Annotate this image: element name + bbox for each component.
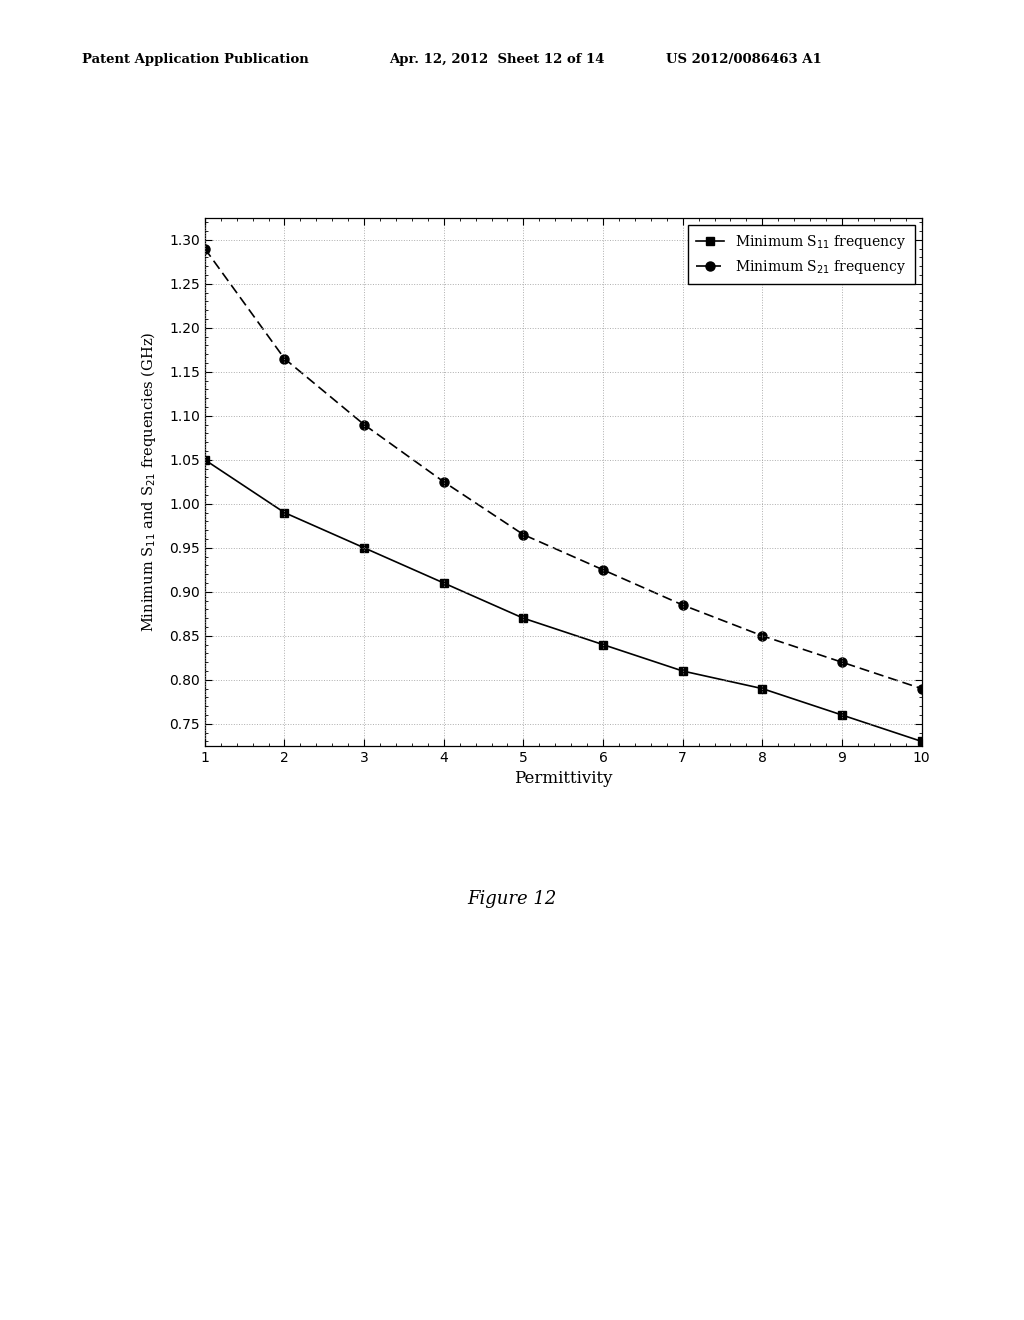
X-axis label: Permittivity: Permittivity <box>514 770 612 787</box>
Text: Patent Application Publication: Patent Application Publication <box>82 53 308 66</box>
Minimum S$_{11}$ frequency <box>517 610 529 626</box>
Minimum S$_{21}$ frequency <box>915 681 928 697</box>
Minimum S$_{21}$ frequency <box>677 597 689 612</box>
Minimum S$_{11}$ frequency <box>756 681 768 697</box>
Line: Minimum S$_{11}$ frequency: Minimum S$_{11}$ frequency <box>201 455 926 746</box>
Minimum S$_{21}$ frequency <box>279 351 291 367</box>
Minimum S$_{11}$ frequency <box>199 451 211 467</box>
Minimum S$_{11}$ frequency <box>279 504 291 520</box>
Minimum S$_{21}$ frequency <box>437 474 450 490</box>
Text: US 2012/0086463 A1: US 2012/0086463 A1 <box>666 53 821 66</box>
Text: Apr. 12, 2012  Sheet 12 of 14: Apr. 12, 2012 Sheet 12 of 14 <box>389 53 604 66</box>
Minimum S$_{11}$ frequency <box>358 540 371 556</box>
Y-axis label: Minimum S$_{11}$ and S$_{21}$ frequencies (GHz): Minimum S$_{11}$ and S$_{21}$ frequencie… <box>139 331 158 632</box>
Text: Figure 12: Figure 12 <box>467 890 557 908</box>
Minimum S$_{11}$ frequency <box>597 636 609 652</box>
Line: Minimum S$_{21}$ frequency: Minimum S$_{21}$ frequency <box>201 244 926 693</box>
Minimum S$_{11}$ frequency <box>915 734 928 750</box>
Minimum S$_{21}$ frequency <box>199 240 211 256</box>
Minimum S$_{11}$ frequency <box>677 663 689 678</box>
Minimum S$_{21}$ frequency <box>836 655 848 671</box>
Legend: Minimum S$_{11}$ frequency, Minimum S$_{21}$ frequency: Minimum S$_{11}$ frequency, Minimum S$_{… <box>688 224 914 284</box>
Minimum S$_{21}$ frequency <box>517 527 529 543</box>
Minimum S$_{11}$ frequency <box>836 708 848 723</box>
Minimum S$_{21}$ frequency <box>358 417 371 433</box>
Minimum S$_{21}$ frequency <box>756 628 768 644</box>
Minimum S$_{21}$ frequency <box>597 562 609 578</box>
Minimum S$_{11}$ frequency <box>437 576 450 591</box>
